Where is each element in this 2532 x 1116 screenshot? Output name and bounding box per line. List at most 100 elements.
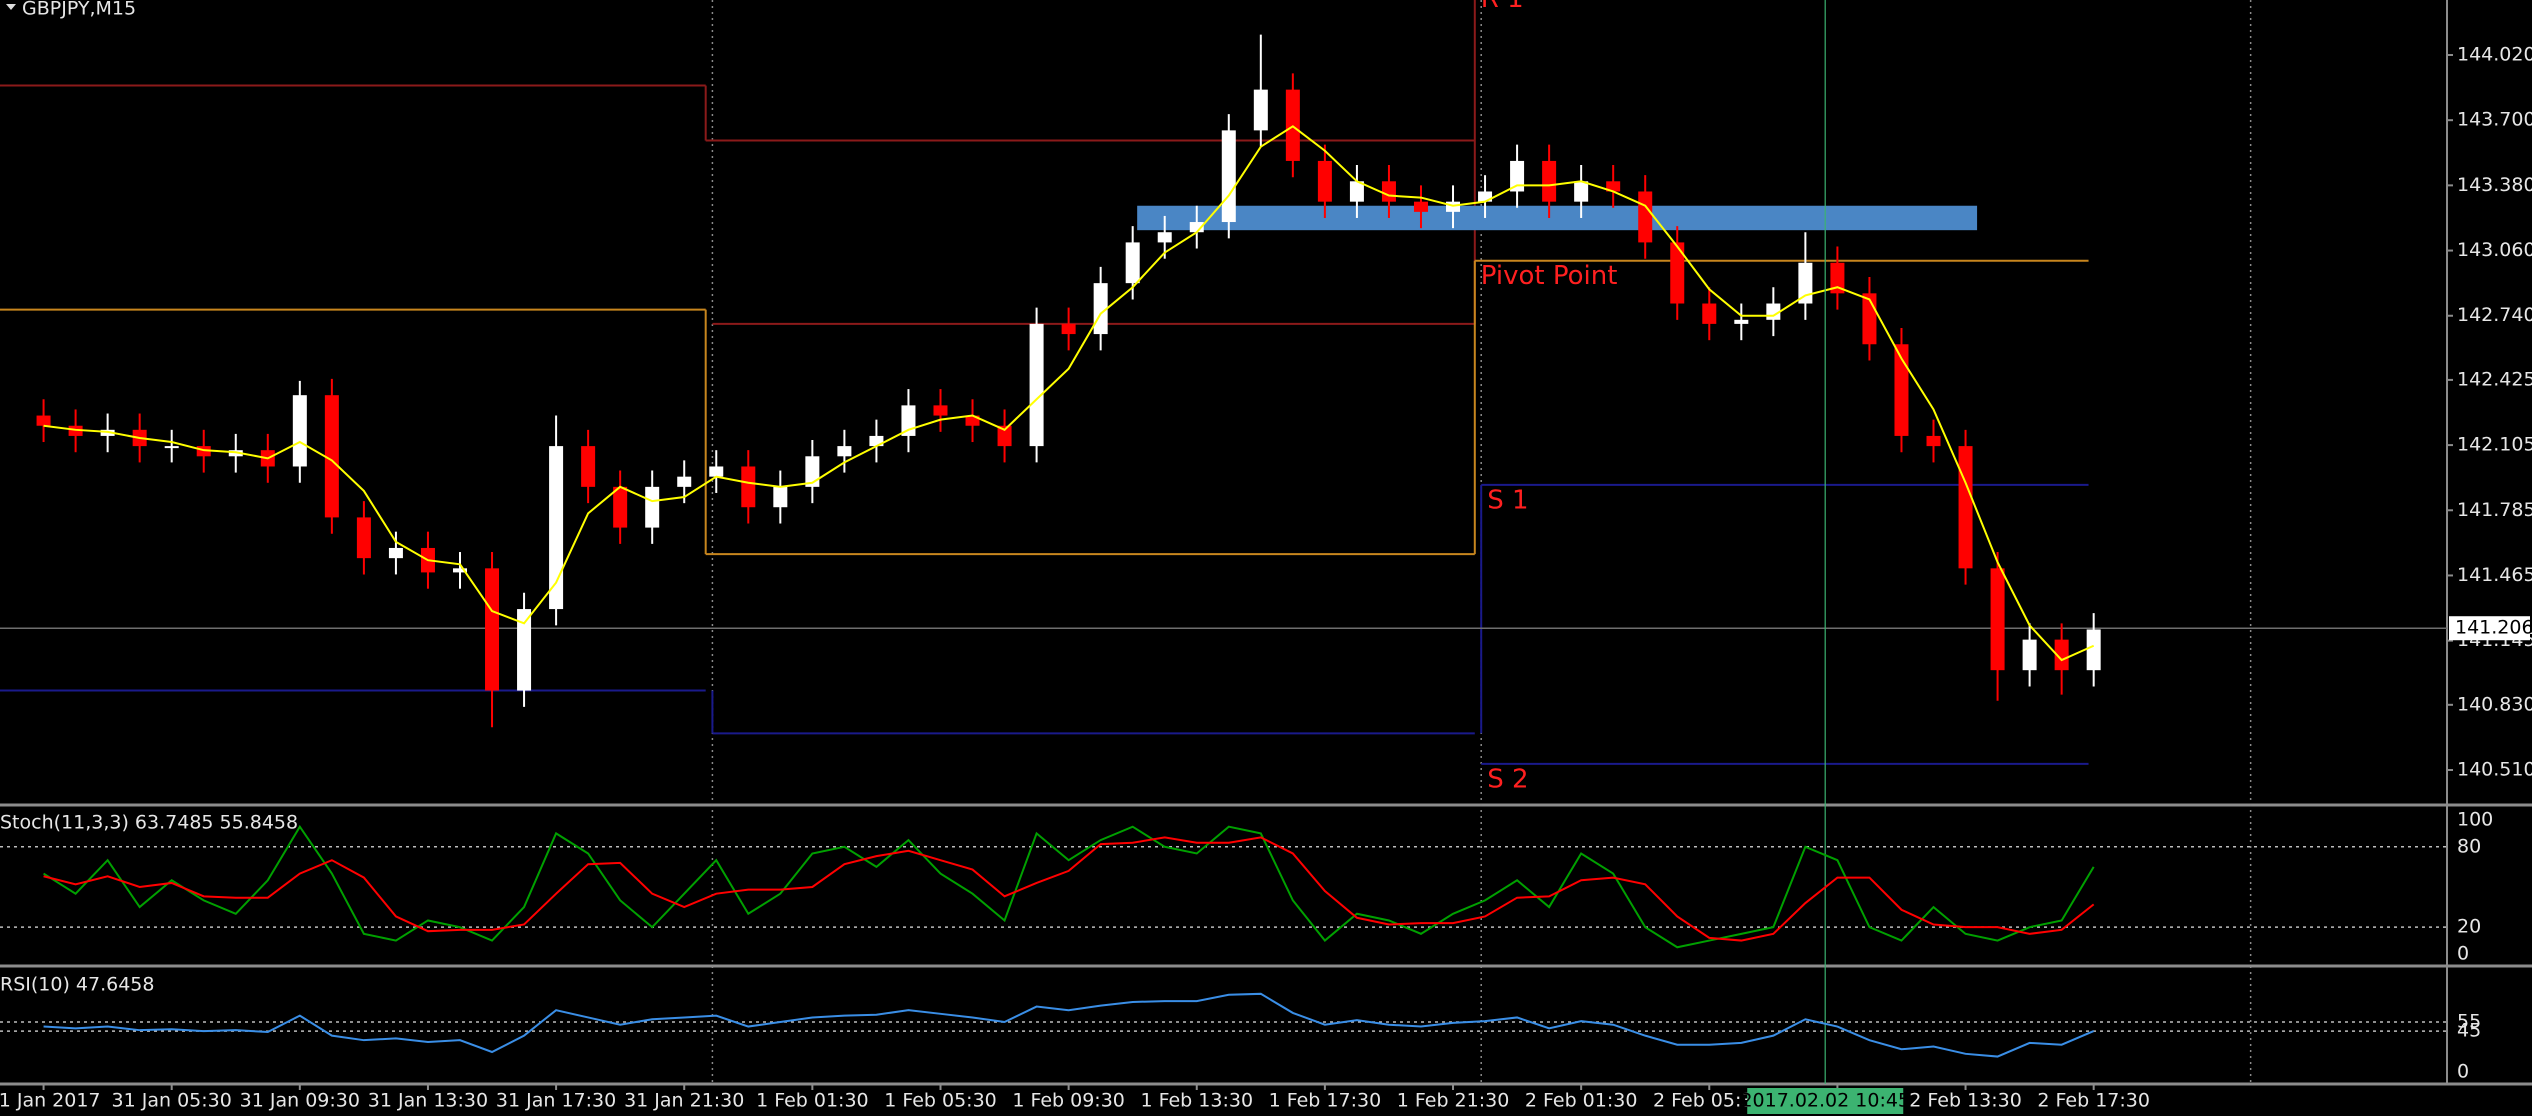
candle-body bbox=[1958, 446, 1973, 569]
candle-body bbox=[292, 395, 307, 467]
zone-rectangle bbox=[1137, 205, 1978, 231]
pivot-label: R 1 bbox=[1481, 0, 1524, 14]
candle-body bbox=[1029, 323, 1044, 447]
candle-body bbox=[388, 547, 403, 559]
y-tick-label: 141.465 bbox=[2457, 564, 2532, 586]
candle-body bbox=[1894, 344, 1909, 436]
candle-body bbox=[1830, 262, 1845, 294]
candle-body bbox=[2086, 629, 2101, 671]
indicator-label: RSI(10) 47.6458 bbox=[0, 974, 154, 996]
y-tick-label: 55 bbox=[2457, 1011, 2481, 1033]
candle-body bbox=[356, 517, 371, 559]
x-tick-label: 31 Jan 09:30 bbox=[240, 1090, 360, 1112]
candle-body bbox=[1990, 568, 2005, 671]
candle-body bbox=[1798, 262, 1813, 304]
candle-body bbox=[164, 446, 179, 449]
x-tick-label: 31 Jan 17:30 bbox=[496, 1090, 616, 1112]
candle-body bbox=[1542, 160, 1557, 202]
candle-body bbox=[965, 415, 980, 426]
moving-average bbox=[43, 125, 2095, 662]
candle-body bbox=[997, 425, 1012, 447]
y-tick-label: 140.830 bbox=[2457, 693, 2532, 715]
candle-body bbox=[100, 429, 115, 436]
candle-body bbox=[709, 466, 724, 477]
candle-body bbox=[1446, 201, 1461, 212]
candle-body bbox=[1606, 181, 1621, 192]
indicator-line bbox=[43, 836, 2095, 942]
crosshair-time-label: 2017.02.02 10:45 bbox=[1740, 1090, 1910, 1112]
candle-body bbox=[1574, 181, 1589, 202]
y-tick-label: 143.700 bbox=[2457, 109, 2532, 131]
y-tick-label: 100 bbox=[2457, 808, 2493, 830]
candle-body bbox=[2022, 639, 2037, 671]
symbol-menu-icon[interactable] bbox=[6, 4, 16, 10]
candle-body bbox=[1125, 242, 1140, 284]
x-tick-label: 1 Feb 13:30 bbox=[1140, 1090, 1253, 1112]
x-tick-label: 1 Feb 17:30 bbox=[1269, 1090, 1382, 1112]
candle-body bbox=[1157, 232, 1172, 243]
candle-body bbox=[1061, 323, 1076, 335]
indicator-label: Stoch(11,3,3) 63.7485 55.8458 bbox=[0, 812, 298, 834]
pivot-label: S 1 bbox=[1487, 485, 1528, 515]
candle-body bbox=[1510, 160, 1525, 192]
y-tick-label: 80 bbox=[2457, 835, 2481, 857]
candle-body bbox=[773, 486, 788, 508]
y-tick-label: 142.425 bbox=[2457, 368, 2532, 390]
x-tick-label: 2 Feb 13:30 bbox=[1909, 1090, 2022, 1112]
candle-body bbox=[645, 486, 660, 528]
y-tick-label: 143.380 bbox=[2457, 174, 2532, 196]
candle-body bbox=[1670, 242, 1685, 304]
y-tick-label: 45 bbox=[2457, 1020, 2481, 1042]
x-tick-label: 1 Feb 01:30 bbox=[756, 1090, 869, 1112]
x-tick-label: 2 Feb 01:30 bbox=[1525, 1090, 1638, 1112]
candle-body bbox=[517, 609, 532, 691]
y-tick-label: 142.740 bbox=[2457, 304, 2532, 326]
y-tick-label: 0 bbox=[2457, 942, 2469, 964]
main-plot bbox=[0, 0, 2447, 765]
candle-body bbox=[1189, 222, 1204, 233]
y-tick-label: 142.105 bbox=[2457, 434, 2532, 456]
candle-body bbox=[1413, 201, 1428, 212]
x-tick-label: 1 Feb 09:30 bbox=[1012, 1090, 1125, 1112]
x-tick-label: 1 Feb 21:30 bbox=[1397, 1090, 1510, 1112]
candle-body bbox=[1317, 160, 1332, 202]
y-tick-label: 20 bbox=[2457, 916, 2481, 938]
candle-body bbox=[1926, 435, 1941, 447]
candle-body bbox=[677, 476, 692, 487]
y-tick-label: 144.020 bbox=[2457, 44, 2532, 66]
y-tick-label: 140.510 bbox=[2457, 759, 2532, 781]
candle-body bbox=[1638, 191, 1653, 243]
candle-body bbox=[1381, 181, 1396, 202]
candle-body bbox=[549, 446, 564, 610]
y-tick-label: 143.060 bbox=[2457, 239, 2532, 261]
candle-body bbox=[1253, 89, 1268, 131]
candle-body bbox=[68, 425, 83, 436]
candle-body bbox=[869, 435, 884, 447]
candle-body bbox=[452, 568, 467, 573]
candle-body bbox=[228, 450, 243, 457]
x-tick-label: 31 Jan 05:30 bbox=[112, 1090, 232, 1112]
x-tick-label: 1 Feb 05:30 bbox=[884, 1090, 997, 1112]
current-price-label: 141.206 bbox=[2455, 617, 2532, 639]
indicator-line bbox=[43, 824, 2095, 949]
candle-body bbox=[485, 568, 500, 691]
current-price-box bbox=[2449, 616, 2530, 641]
candle-body bbox=[1734, 319, 1749, 324]
x-tick-label: 2 Feb 17:30 bbox=[2037, 1090, 2150, 1112]
x-tick-label: 31 Jan 13:30 bbox=[368, 1090, 488, 1112]
pivot-label: S 2 bbox=[1487, 764, 1528, 794]
pivot-label: Pivot Point bbox=[1481, 261, 1618, 291]
indicator-line bbox=[43, 992, 2095, 1058]
candle-body bbox=[324, 395, 339, 518]
candle-body bbox=[581, 446, 596, 487]
candle-body bbox=[1478, 191, 1493, 202]
candle-body bbox=[933, 405, 948, 416]
x-tick-label: 31 Jan 2017 bbox=[0, 1090, 101, 1112]
candle-body bbox=[196, 446, 211, 457]
candle-body bbox=[805, 456, 820, 487]
y-tick-label: 141.785 bbox=[2457, 499, 2532, 521]
candle-body bbox=[2054, 639, 2069, 671]
